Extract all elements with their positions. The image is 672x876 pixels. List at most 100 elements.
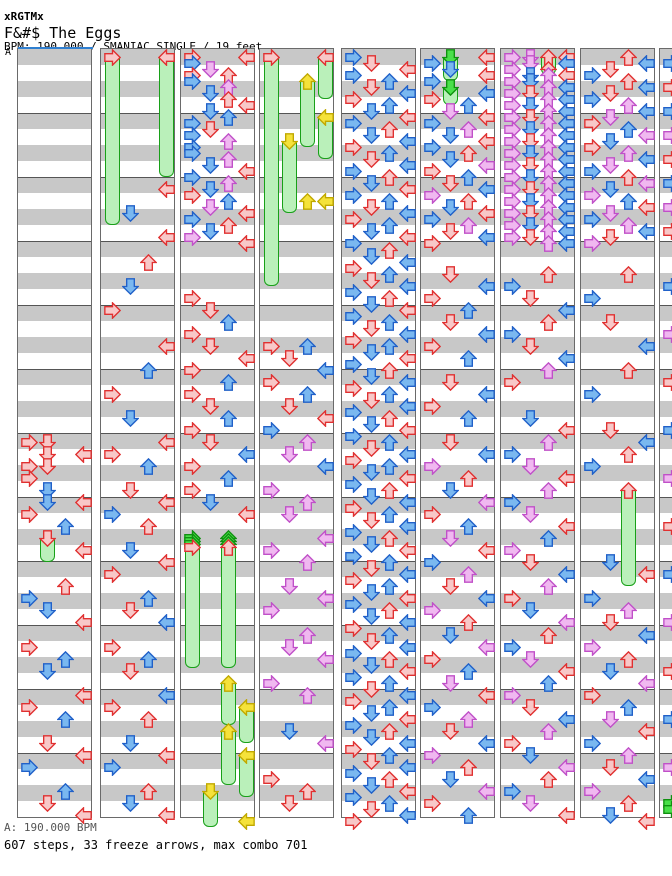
- measure-line: [181, 241, 254, 242]
- note-arrow-right: [558, 421, 575, 439]
- note-arrow-down: [202, 301, 219, 319]
- beat-stripe: [581, 177, 654, 193]
- note-arrow-down: [39, 530, 56, 548]
- note-arrow-left: [184, 361, 201, 379]
- note-arrow-up: [220, 539, 237, 557]
- note-arrow-left: [345, 764, 362, 782]
- measure-line: [660, 369, 672, 370]
- beat-stripe: [421, 273, 494, 289]
- beat-stripe: [181, 177, 254, 193]
- note-arrow-right: [638, 674, 655, 692]
- measure-line: [660, 689, 672, 690]
- beat-stripe: [101, 625, 174, 641]
- note-arrow-up: [460, 217, 477, 235]
- note-arrow-left: [345, 403, 362, 421]
- note-arrow-left: [345, 452, 362, 470]
- note-arrow-left: [345, 259, 362, 277]
- note-arrow-right: [399, 566, 416, 584]
- beat-stripe: [18, 529, 91, 545]
- note-arrow-left: [424, 397, 441, 415]
- note-arrow-left: [263, 337, 280, 355]
- note-arrow-left: [184, 187, 201, 205]
- note-arrow-right: [317, 650, 334, 668]
- measure-line: [581, 753, 654, 754]
- note-arrow-right: [399, 638, 416, 656]
- note-arrow-right: [478, 638, 495, 656]
- measure-line: [342, 625, 415, 626]
- beat-stripe: [421, 433, 494, 449]
- beat-stripe: [421, 721, 494, 737]
- note-arrow-down: [522, 746, 539, 764]
- beat-stripe: [181, 401, 254, 417]
- site-name: xRGTMx: [4, 10, 44, 23]
- note-arrow-right: [399, 421, 416, 439]
- measure-line: [342, 753, 415, 754]
- note-arrow-up: [381, 458, 398, 475]
- note-arrow-right: [558, 301, 575, 319]
- note-arrow-down: [202, 398, 219, 415]
- measure-line: [101, 113, 174, 114]
- note-arrow-up: [220, 409, 237, 427]
- chart-column-8: [659, 48, 672, 818]
- beat-stripe: [581, 305, 654, 321]
- beat-stripe: [501, 337, 574, 353]
- chart-column-6: [500, 48, 575, 824]
- note-arrow-right: [158, 337, 175, 355]
- note-arrow-left: [504, 590, 521, 608]
- beat-stripe: [18, 689, 91, 705]
- note-arrow-right: [638, 199, 655, 217]
- beat-stripe: [581, 465, 654, 481]
- note-arrow-right: [558, 806, 575, 824]
- measure-line: [260, 433, 333, 434]
- note-arrow-down: [363, 704, 380, 722]
- note-arrow-up: [381, 482, 398, 499]
- measure-line: [501, 689, 574, 690]
- note-arrow-right: [478, 67, 495, 85]
- note-arrow-right: [478, 157, 495, 175]
- beat-stripe: [660, 721, 672, 737]
- note-arrow-down: [522, 229, 539, 247]
- note-arrow-down: [602, 133, 619, 151]
- note-arrow-right: [399, 470, 416, 488]
- beat-stripe: [660, 593, 672, 609]
- note-arrow-down: [281, 133, 298, 151]
- note-arrow-down: [39, 494, 56, 512]
- beat-stripe: [501, 401, 574, 417]
- note-arrow-down: [122, 205, 139, 223]
- beat-stripe: [101, 337, 174, 353]
- note-arrow-left: [424, 91, 441, 109]
- measure-line: [501, 433, 574, 434]
- note-arrow-down: [442, 175, 459, 193]
- note-arrow-up: [460, 409, 477, 427]
- note-arrow-right: [399, 229, 416, 247]
- beat-stripe: [581, 273, 654, 289]
- measure-line: [181, 689, 254, 690]
- beat-stripe: [260, 625, 333, 641]
- note-arrow-left: [345, 476, 362, 494]
- note-arrow-left: [424, 73, 441, 91]
- measure-line: [260, 561, 333, 562]
- beat-stripe: [18, 305, 91, 321]
- beat-stripe: [18, 177, 91, 193]
- measure-line: [342, 177, 415, 178]
- note-arrow-right: [158, 494, 175, 512]
- beat-stripe: [581, 785, 654, 801]
- note-arrow-right: [558, 662, 575, 680]
- measure-line: [501, 369, 574, 370]
- note-arrow-right: [399, 806, 416, 824]
- note-arrow-right: [317, 409, 334, 427]
- note-arrow-down: [363, 512, 380, 530]
- note-arrow-up: [220, 217, 237, 235]
- note-arrow-left: [345, 596, 362, 614]
- beat-stripe: [260, 785, 333, 801]
- note-arrow-right: [478, 782, 495, 800]
- note-arrow-right: [238, 97, 255, 115]
- note-arrow-left: [184, 289, 201, 307]
- note-arrow-left: [584, 734, 601, 752]
- note-arrow-right: [638, 79, 655, 97]
- note-arrow-up: [540, 530, 557, 548]
- beat-stripe: [260, 657, 333, 673]
- beat-stripe: [581, 49, 654, 65]
- measure-line: [501, 113, 574, 114]
- note-arrow-left: [345, 91, 362, 109]
